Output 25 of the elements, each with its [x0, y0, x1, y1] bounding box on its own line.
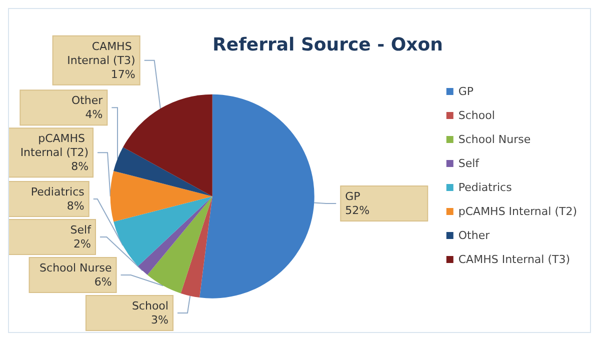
legend-label: Pediatrics — [458, 181, 512, 194]
data-label: 8% — [66, 200, 84, 212]
slice-label: Pediatrics — [30, 186, 85, 198]
slice-label: GP — [345, 190, 361, 203]
legend-label: School — [458, 109, 495, 122]
chart-title: Referral Source - Oxon — [212, 34, 443, 56]
legend-label: pCAMHS Internal (T2) — [458, 205, 578, 218]
data-label: 52% — [345, 204, 370, 217]
slice-label: CAMHS Internal (T3) — [67, 40, 136, 67]
legend-label: Other — [458, 229, 490, 242]
data-label: 3% — [151, 314, 168, 326]
data-label: 4% — [85, 108, 103, 122]
legend-label: School Nurse — [458, 133, 531, 146]
legend-label: Self — [458, 157, 480, 170]
data-label: 17% — [110, 68, 136, 81]
slice-label: Self — [70, 224, 92, 236]
slice-label: Other — [71, 94, 104, 108]
legend-label: GP — [458, 85, 474, 98]
data-label: 2% — [74, 238, 91, 250]
slice-label: School Nurse — [40, 262, 112, 274]
slice-label: pCAMHS Internal (T2) — [20, 132, 89, 160]
data-label: 6% — [94, 276, 112, 288]
slice-label: School — [132, 300, 168, 312]
data-label: 8% — [71, 160, 89, 174]
legend-label: CAMHS Internal (T3) — [458, 253, 570, 266]
